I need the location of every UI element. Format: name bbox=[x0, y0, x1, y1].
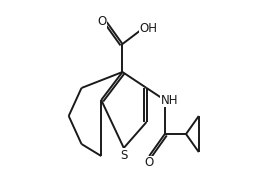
Text: O: O bbox=[144, 156, 154, 169]
Text: NH: NH bbox=[161, 93, 178, 107]
Text: S: S bbox=[120, 149, 127, 162]
Text: O: O bbox=[97, 15, 107, 29]
Text: OH: OH bbox=[140, 21, 158, 35]
